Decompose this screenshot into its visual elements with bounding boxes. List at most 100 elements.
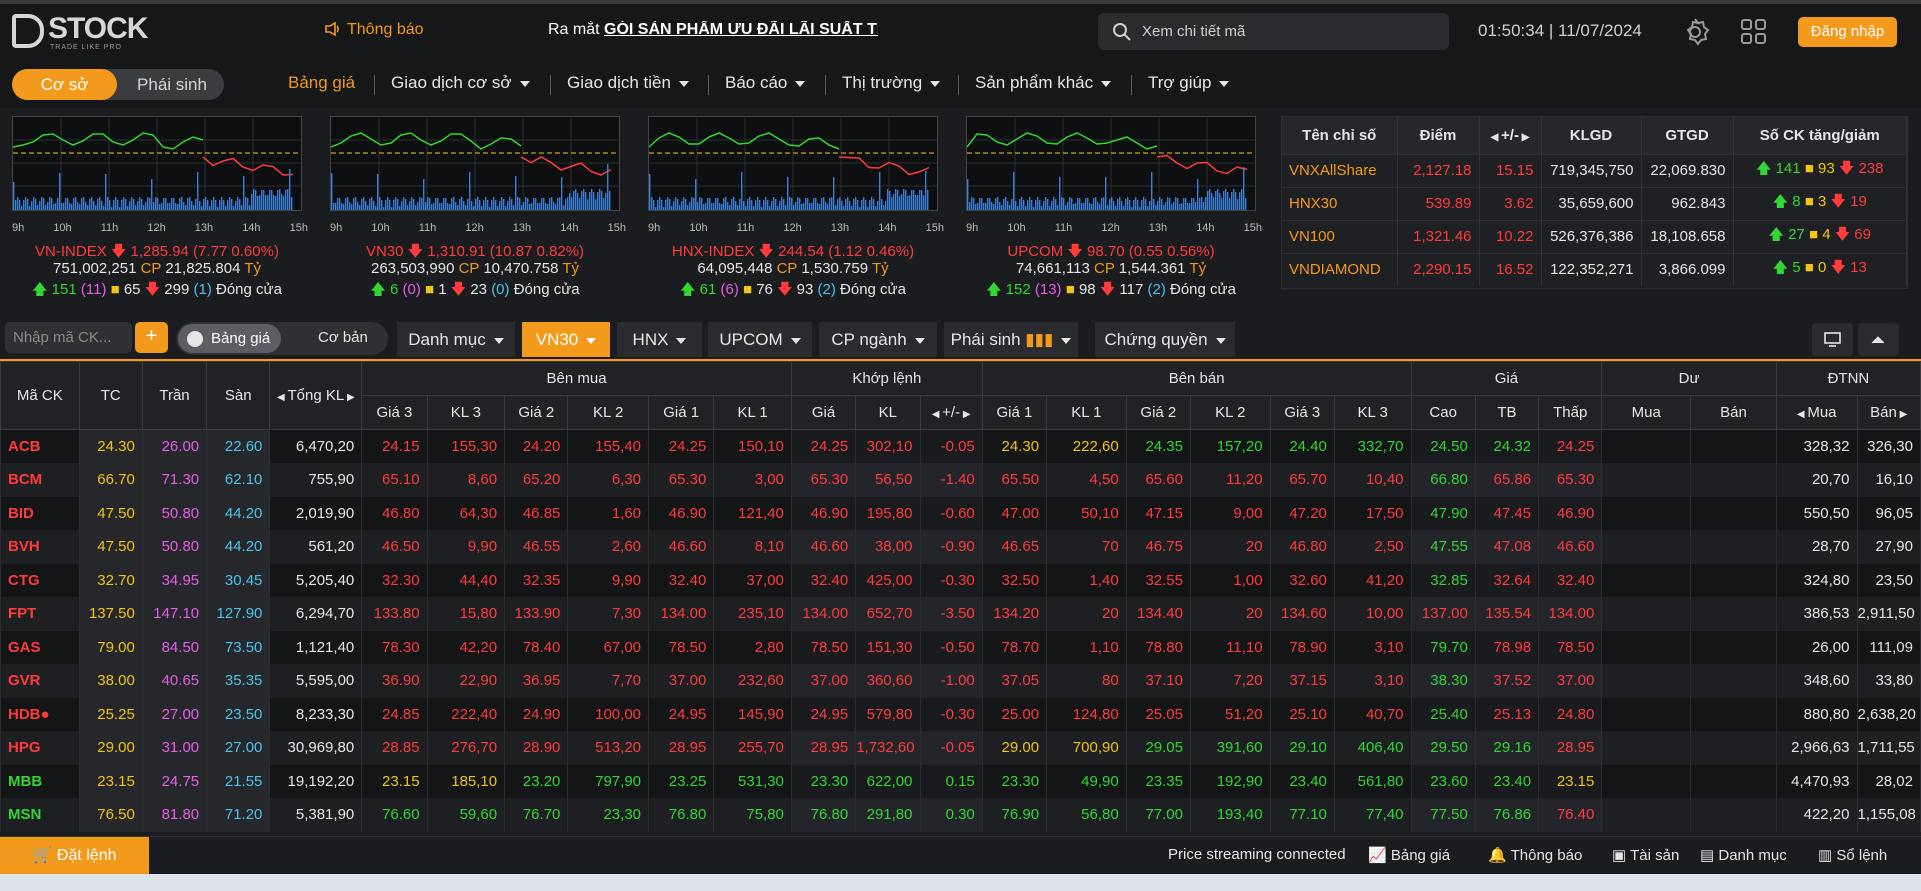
footer-tai-san[interactable]: ▣ Tài sản (1612, 846, 1679, 864)
table-cell: 42,20 (426, 630, 506, 664)
tab-upcom[interactable]: UPCOM (708, 322, 812, 357)
col-change[interactable]: ◀ +/- ▶ (1479, 117, 1542, 154)
symbol-cell[interactable]: HDB● (0, 697, 80, 731)
login-button[interactable]: Đăng nhập (1798, 17, 1897, 47)
table-row[interactable]: GAS 79.00 84.50 73.50 1,121,40 78.30 42,20 78.4… (0, 630, 1921, 664)
mini-chart[interactable] (330, 116, 620, 211)
tab-hnx[interactable]: HNX (617, 322, 702, 357)
mini-chart[interactable] (12, 116, 302, 211)
tab-phai-sinh[interactable]: Phái sinh ▮▮▮ (944, 322, 1078, 357)
index-row[interactable]: VNDIAMOND 2,290.15 16.52 122,352,271 3,866.0… (1282, 252, 1907, 286)
table-cell: 33,80 (1856, 664, 1921, 698)
table-cell: 5,595,00 (269, 664, 363, 698)
menu-bao-cao[interactable]: Báo cáo (725, 73, 806, 93)
symbol-cell[interactable]: BCM (0, 463, 80, 497)
tab-cp-nganh[interactable]: CP ngành (819, 322, 937, 357)
col-ten-chi-so: Tên chỉ số (1282, 117, 1398, 154)
announcement-marquee[interactable]: Ra mắt GÓI SẢN PHẨM ƯU ĐÃI LÃI SUẤT THE (548, 21, 878, 39)
symbol-search-box[interactable]: Xem chi tiết mã (1098, 13, 1449, 50)
sub-header[interactable]: ◀ Mua (1775, 395, 1858, 430)
place-order-button[interactable]: 🛒 Đặt lệnh (0, 837, 149, 874)
table-row[interactable]: HPG 29.00 31.00 27.00 30,969,80 28.85 276,70 28… (0, 731, 1921, 765)
table-cell (1690, 496, 1777, 530)
index-change: 16.52 (1479, 252, 1542, 286)
cp-label: CP (1094, 260, 1115, 277)
table-cell: 65.20 (504, 463, 569, 497)
symbol-cell[interactable]: ACB (0, 429, 80, 463)
index-name: UPCOM (1007, 243, 1064, 260)
index-row[interactable]: VNXAllShare 2,127.18 15.15 719,345,750 22,06… (1282, 153, 1907, 187)
notice-link[interactable]: Thông báo (325, 21, 424, 39)
table-row[interactable]: CTG 32.70 34.95 30.45 5,205,40 32.30 44,40 32.3… (0, 563, 1921, 597)
table-row[interactable]: FPT 137.50 147.10 127.90 6,294,70 133.80 15,80… (0, 597, 1921, 631)
symbol-cell[interactable]: BVH (0, 530, 80, 564)
menu-thi-truong[interactable]: Thị trường (842, 73, 941, 93)
menu-giao-dich-tien[interactable]: Giao dịch tiền (567, 73, 689, 93)
toggle-co-ban[interactable]: Cơ bản (318, 329, 368, 346)
time-axis: 9h 10h 11h 12h 13h 14h 15h (648, 222, 944, 234)
sub-header[interactable]: ◀ +/- ▶ (919, 395, 983, 430)
table-cell: 76.80 (648, 798, 715, 832)
mini-chart[interactable] (648, 116, 938, 211)
table-cell: 30.45 (206, 563, 271, 597)
table-row[interactable]: MBB 23.15 24.75 21.55 19,192,20 23.15 185,10 23… (0, 764, 1921, 798)
table-row[interactable]: BCM 66.70 71.30 62.10 755,90 65.10 8,60 65.20 6,… (0, 463, 1921, 497)
menu-label: Trợ giúp (1148, 73, 1212, 92)
logo[interactable]: STOCK TRADE LIKE PRO (12, 10, 148, 52)
table-cell: 79.70 (1410, 630, 1476, 664)
tab-vn30[interactable]: VN30 (522, 322, 610, 357)
gear-icon[interactable] (1680, 17, 1710, 47)
monitor-view-button[interactable] (1812, 323, 1853, 356)
symbol-cell[interactable]: HPG (0, 731, 80, 765)
index-row[interactable]: VN100 1,321.46 10.22 526,376,386 18,108.658 🡅… (1282, 219, 1907, 253)
table-row[interactable]: BVH 47.50 50.80 44.20 561,20 46.50 9,90 46.55 2,… (0, 530, 1921, 564)
table-cell: 134.00 (790, 597, 857, 631)
symbol-cell[interactable]: CTG (0, 563, 80, 597)
footer-danh-muc[interactable]: ▤ Danh mục (1700, 846, 1787, 864)
search-placeholder: Xem chi tiết mã (1142, 23, 1246, 40)
tab-chung-quyen[interactable]: Chứng quyền (1095, 322, 1235, 357)
toggle-bang-gia[interactable]: Bảng giá (178, 324, 281, 353)
table-cell: 24.75 (141, 764, 208, 798)
menu-label: Sản phẩm khác (975, 73, 1094, 92)
table-cell: 28.95 (1538, 731, 1603, 765)
symbol-cell[interactable]: MSN (0, 798, 80, 832)
footer-thong-bao[interactable]: 🔔 Thông báo (1488, 846, 1582, 864)
symbol-cell[interactable]: BID (0, 496, 80, 530)
index-amount: 1,530.759 (797, 260, 872, 277)
segment-phai-sinh[interactable]: Phái sinh (137, 75, 207, 94)
add-symbol-button[interactable]: + (135, 322, 168, 353)
table-cell: 700,90 (1046, 731, 1127, 765)
arrow-down-icon: 🡇 (1063, 243, 1087, 260)
symbol-cell[interactable]: FPT (0, 597, 80, 631)
symbol-input[interactable]: Nhập mã CK... (5, 322, 132, 353)
table-row[interactable]: MSN 76.50 81.80 71.20 5,381,90 76.60 59,60 76.7… (0, 798, 1921, 832)
symbol-cell[interactable]: MBB (0, 764, 80, 798)
index-breadth-line: 🡅 152 (13) ■ 98 🡇 117 (2) Đóng cửa (956, 279, 1266, 304)
layout-grid-icon[interactable] (1740, 18, 1768, 46)
table-cell: 406,40 (1333, 731, 1412, 765)
segment-co-so[interactable]: Cơ sở (12, 69, 117, 100)
symbol-cell[interactable]: GVR (0, 664, 80, 698)
table-row[interactable]: BID 47.50 50.80 44.20 2,019,90 46.80 64,30 46.8… (0, 496, 1921, 530)
footer-bang-gia[interactable]: 📈 Bảng giá (1368, 846, 1450, 864)
status-bar (0, 836, 1921, 874)
symbol-cell[interactable]: GAS (0, 630, 80, 664)
menu-giao-dich-co-so[interactable]: Giao dịch cơ sở (391, 73, 530, 93)
table-cell: 77,40 (1333, 798, 1412, 832)
menu-san-pham-khac[interactable]: Sản phẩm khác (975, 73, 1112, 93)
collapse-button[interactable] (1858, 323, 1899, 356)
table-row[interactable]: ACB 24.30 26.00 22.60 6,470,20 24.15 155,30 24.… (0, 429, 1921, 463)
tab-danh-muc[interactable]: Danh mục (397, 322, 515, 357)
index-row[interactable]: HNX30 539.89 3.62 35,659,600 962.843 🡅 8 ■ 3 … (1282, 186, 1907, 220)
table-row[interactable]: HDB● 25.25 27.00 23.50 8,233,30 24.85 222,40 24… (0, 697, 1921, 731)
menu-tro-giup[interactable]: Trợ giúp (1148, 73, 1230, 93)
menu-bang-gia[interactable]: Bảng giá (288, 73, 356, 92)
mini-chart[interactable] (966, 116, 1256, 211)
col-tong-kl[interactable]: ◀ Tổng KL ▶ (269, 361, 363, 430)
chevron-down-icon (1061, 337, 1072, 344)
table-row[interactable]: GVR 38.00 40.65 35.35 5,595,00 36.90 22,90 36.9… (0, 664, 1921, 698)
table-cell: 47.15 (1125, 496, 1191, 530)
table-cell: 422,20 (1775, 798, 1858, 832)
footer-so-lenh[interactable]: ▥ Sổ lệnh (1818, 846, 1887, 864)
